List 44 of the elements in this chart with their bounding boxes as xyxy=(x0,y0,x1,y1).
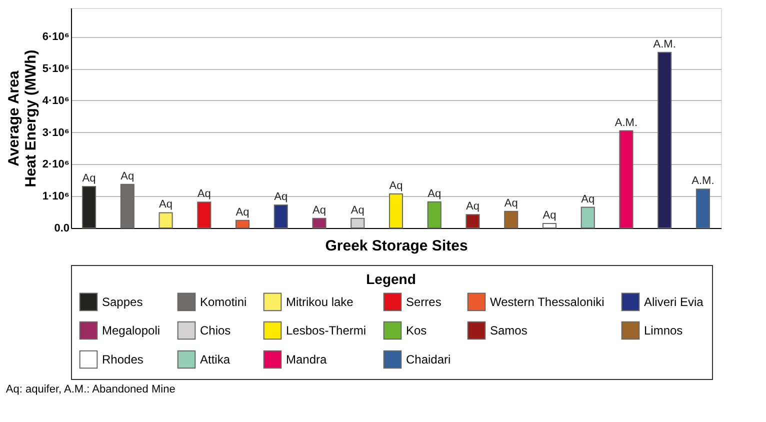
legend-label: Rhodes xyxy=(102,352,144,366)
legend-label: Chios xyxy=(200,324,231,338)
data-label: Aq xyxy=(312,204,326,216)
legend-label: Chaidari xyxy=(406,352,451,366)
y-tick-label: 5·10⁶ xyxy=(42,63,70,76)
data-label: A.M. xyxy=(653,38,676,50)
legend-label: Aliveri Evia xyxy=(644,294,704,309)
data-label: Aq xyxy=(120,170,134,182)
data-label: Aq xyxy=(236,206,250,218)
legend-label: Limnos xyxy=(644,324,683,338)
y-tick-label: 0.0 xyxy=(54,222,70,234)
data-label: Aq xyxy=(197,188,211,200)
y-axis-title: Average Area Heat Energy (MWh) xyxy=(5,50,40,188)
data-label: Aq xyxy=(350,204,364,216)
data-label: Aq xyxy=(504,197,518,210)
legend-label: Samos xyxy=(490,324,528,338)
data-label: Aq xyxy=(159,198,173,211)
legend-label: Lesbos-Thermi xyxy=(286,324,366,338)
legend-label: Sappes xyxy=(102,294,143,309)
data-label: Aq xyxy=(428,188,442,200)
y-tick-label: 2·10⁶ xyxy=(42,158,70,171)
legend-label: Mandra xyxy=(286,352,328,366)
y-tick-label: 1·10⁶ xyxy=(42,190,70,203)
legend-label: Mitrikou lake xyxy=(286,294,354,309)
data-label: A.M. xyxy=(692,175,714,188)
data-label: Aq xyxy=(389,180,403,192)
legend-label: Komotini xyxy=(200,294,247,309)
data-label: Aq xyxy=(581,193,595,206)
data-label: Aq xyxy=(274,191,288,204)
data-label: A.M. xyxy=(614,116,638,129)
legend-label: Kos xyxy=(406,324,427,338)
y-tick-label: 4·10⁶ xyxy=(42,94,70,107)
legend-title: Legend xyxy=(366,271,416,287)
y-tick-label: 6·10⁶ xyxy=(42,31,70,44)
text: Aq: aquifer, A.M.: Abandoned Mine xyxy=(6,384,176,396)
y-tick-label: 3·10⁶ xyxy=(42,126,70,139)
legend-label: Western Thessaloniki xyxy=(490,294,604,309)
legend-label: Serres xyxy=(406,294,442,309)
legend-label: Megalopoli xyxy=(102,324,160,338)
legend-label: Attika xyxy=(200,352,230,366)
x-axis-title: Greek Storage Sites xyxy=(325,238,468,254)
data-label: Aq xyxy=(466,200,480,213)
data-label: Aq xyxy=(542,210,556,222)
data-label: Aq xyxy=(82,172,96,185)
